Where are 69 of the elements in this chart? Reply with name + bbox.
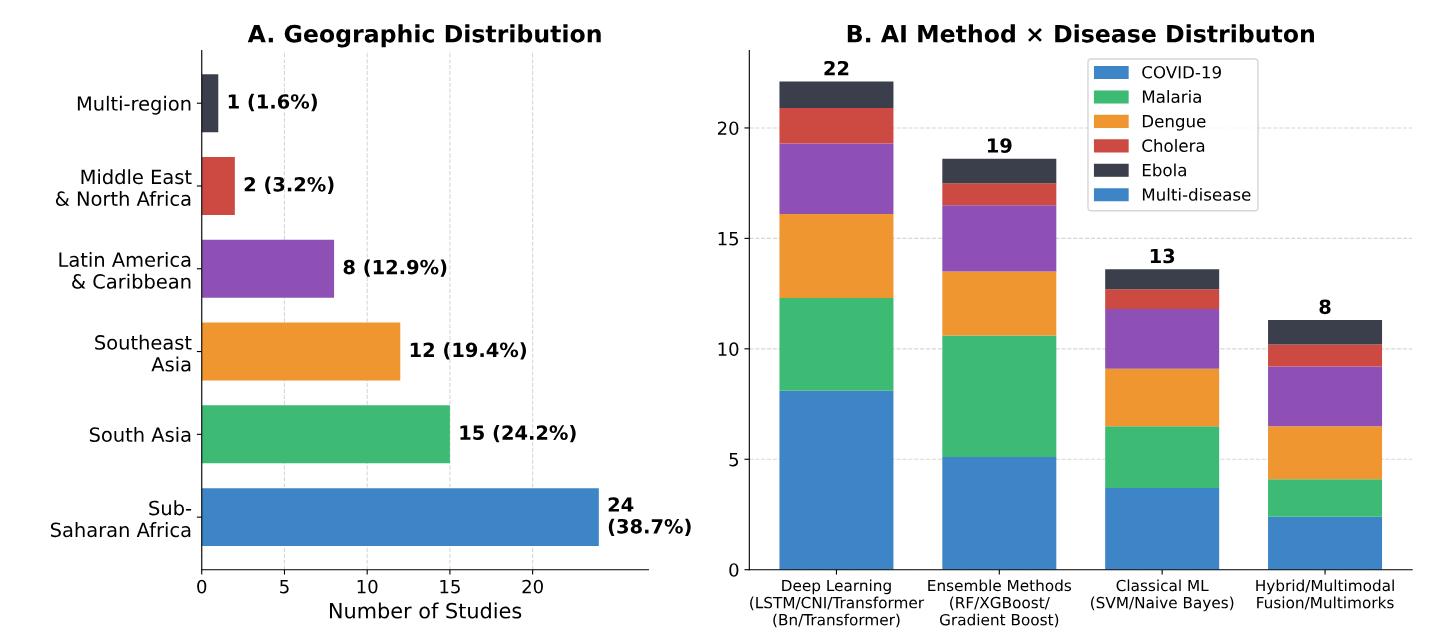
bar: [201, 74, 219, 133]
bar: [779, 390, 894, 570]
y-tick-label: Multi-region: [77, 95, 191, 115]
bar: [942, 335, 1057, 458]
data-label: 15 (24.2%): [460, 424, 576, 443]
bar: [1105, 487, 1220, 570]
bar: [1105, 289, 1220, 310]
x-axis-title: Number of Studies: [329, 602, 522, 619]
bar: [779, 143, 894, 215]
bar: [201, 488, 599, 547]
data-label: 8 (12.9%): [343, 259, 447, 277]
bar: [1268, 344, 1383, 367]
total-label: 13: [1150, 248, 1175, 264]
bar: [1268, 479, 1383, 517]
total-label: 22: [824, 60, 849, 76]
y-tick-label: 0: [729, 563, 739, 577]
bar: [1105, 269, 1220, 290]
x-tick-label: Deep Learning (LSTM/CNI/Transformer (Bn/Transformer): [750, 579, 925, 628]
data-label: 1 (1.6%): [228, 93, 317, 112]
bar: [779, 214, 894, 299]
bar: [1105, 309, 1220, 369]
x-tick-label: 10: [357, 579, 378, 594]
bar: [1268, 426, 1383, 480]
legend-label: Ebola: [1142, 163, 1186, 177]
bar: [1268, 366, 1383, 427]
x-tick-label: 20: [522, 579, 543, 594]
y-tick-label: 5: [729, 452, 739, 467]
bar: [1105, 368, 1220, 427]
x-tick-label: 15: [440, 579, 460, 594]
x-tick-label: Hybrid/Multimodal Fusion/Multimorks: [1256, 579, 1394, 610]
bar: [779, 108, 894, 144]
total-label: 19: [987, 138, 1012, 153]
bar: [201, 157, 235, 215]
legend-label: COVID-19: [1142, 65, 1221, 79]
x-tick-label: Ensemble Methods (RF/XGBoost/ Gradient Boost): [928, 579, 1072, 628]
data-label: 24 (38.7%): [608, 497, 691, 536]
legend-label: Malaria: [1142, 90, 1201, 103]
y-tick-label: 20: [717, 121, 739, 136]
bar: [1268, 516, 1383, 570]
bar: [942, 183, 1057, 206]
x-tick-label: Classical ML (SVM/Naive Bayes): [1091, 579, 1234, 612]
data-label: 2 (3.2%): [244, 176, 334, 194]
bar: [942, 457, 1057, 570]
y-tick-label: South Asia: [89, 426, 191, 443]
y-tick-label: 10: [718, 342, 739, 356]
y-tick-label: Southeast Asia: [95, 334, 192, 372]
legend-label: Dengue: [1142, 115, 1206, 131]
y-tick-label: Middle East & North Africa: [55, 169, 192, 207]
y-tick-label: Latin America & Caribbean: [59, 251, 191, 289]
bar: [942, 271, 1057, 336]
legend-label: Multi-disease: [1142, 187, 1251, 201]
chart-title: A. Geographic Distribution: [247, 24, 601, 48]
bar: [942, 205, 1057, 272]
total-label: 8: [1319, 299, 1331, 315]
bar: [1268, 320, 1383, 345]
x-tick-label: 0: [197, 579, 207, 594]
data-label: 12 (19.4%): [410, 342, 526, 360]
y-tick-label: 15: [718, 232, 739, 246]
bar: [779, 81, 894, 109]
bar: [942, 158, 1057, 184]
bar: [1105, 426, 1220, 488]
bar: [201, 322, 401, 381]
bar: [201, 239, 335, 298]
chart-title: B. AI Method × Disease Distributon: [847, 24, 1314, 43]
x-tick-label: 5: [280, 579, 289, 594]
bar: [201, 405, 450, 464]
bar: [779, 298, 894, 391]
legend-label: Cholera: [1142, 139, 1205, 152]
y-tick-label: Sub- Saharan Africa: [50, 500, 192, 538]
